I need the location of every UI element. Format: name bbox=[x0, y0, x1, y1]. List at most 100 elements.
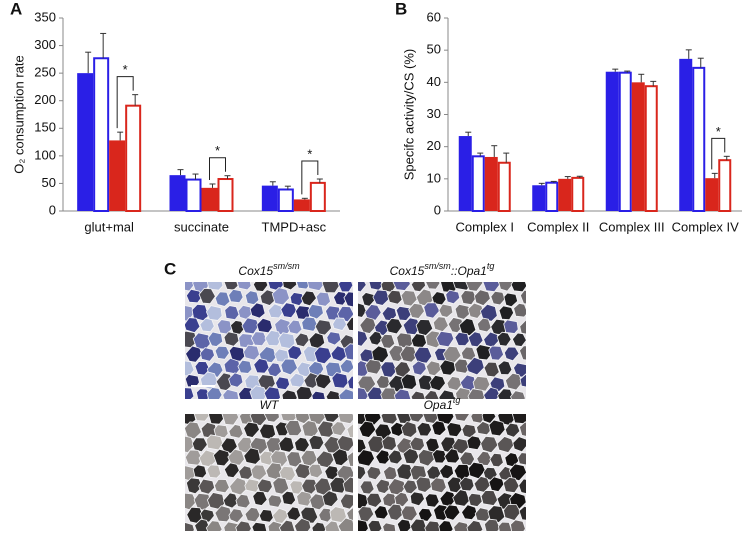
muscle-fiber bbox=[193, 414, 210, 422]
y-tick-label: 50 bbox=[42, 175, 56, 190]
muscle-fiber bbox=[343, 343, 353, 361]
muscle-fiber bbox=[311, 390, 326, 399]
muscle-fiber bbox=[474, 507, 491, 522]
caption-run: tg bbox=[487, 261, 495, 271]
bar bbox=[545, 181, 559, 212]
micrograph bbox=[185, 414, 353, 531]
bar bbox=[679, 58, 693, 211]
y-tick-label: 10 bbox=[427, 170, 441, 185]
muscle-fiber bbox=[395, 305, 412, 321]
muscle-fiber bbox=[447, 317, 465, 334]
muscle-fiber bbox=[386, 503, 405, 521]
muscle-fiber bbox=[358, 282, 367, 293]
muscle-fiber bbox=[321, 282, 340, 294]
error-bar bbox=[711, 172, 718, 179]
muscle-fiber bbox=[280, 358, 299, 376]
muscle-fiber bbox=[415, 476, 432, 493]
muscle-fiber bbox=[438, 389, 456, 399]
muscle-fiber bbox=[345, 316, 353, 331]
muscle-fiber bbox=[267, 303, 284, 319]
error-bar bbox=[650, 80, 657, 87]
muscle-fiber bbox=[266, 362, 282, 378]
bar bbox=[185, 178, 202, 213]
x-tick-label: Complex I bbox=[455, 219, 514, 234]
y-axis-label: O₂ consumption rate bbox=[11, 55, 26, 174]
muscle-fiber bbox=[488, 419, 506, 437]
muscle-fiber bbox=[206, 282, 224, 291]
muscle-fiber bbox=[476, 420, 491, 436]
muscle-fiber bbox=[315, 291, 331, 307]
muscle-fiber bbox=[227, 448, 245, 466]
muscle-fiber bbox=[296, 490, 313, 507]
y-tick-label: 100 bbox=[34, 147, 56, 162]
muscle-fiber bbox=[510, 390, 526, 399]
muscle-fiber bbox=[272, 477, 290, 495]
muscle-fiber bbox=[322, 490, 339, 508]
muscle-fiber bbox=[489, 452, 504, 468]
bar bbox=[631, 82, 645, 211]
y-tick-label: 250 bbox=[34, 65, 56, 80]
muscle-fiber bbox=[431, 420, 447, 436]
muscle-fiber bbox=[453, 521, 470, 531]
y-tick-label: 300 bbox=[34, 37, 56, 52]
muscle-fiber bbox=[278, 519, 296, 531]
muscle-fiber bbox=[223, 462, 240, 479]
error-bar bbox=[550, 180, 557, 183]
muscle-fiber bbox=[208, 414, 224, 425]
y-tick-label: 350 bbox=[34, 9, 56, 24]
muscle-fiber bbox=[458, 476, 475, 492]
micrograph bbox=[358, 282, 526, 399]
muscle-fiber bbox=[472, 375, 491, 392]
y-tick-label: 0 bbox=[49, 202, 56, 217]
muscle-fiber bbox=[343, 291, 353, 308]
muscle-fiber bbox=[281, 490, 297, 506]
muscle-fiber bbox=[417, 374, 435, 391]
muscle-fiber bbox=[199, 347, 215, 362]
muscle-fiber bbox=[314, 319, 333, 336]
muscle-fiber bbox=[517, 452, 526, 466]
muscle-fiber bbox=[214, 505, 233, 523]
muscle-fiber bbox=[467, 302, 484, 319]
error-bar bbox=[301, 197, 308, 200]
muscle-fiber bbox=[346, 451, 353, 467]
muscle-fiber bbox=[250, 464, 268, 481]
muscle-fiber bbox=[307, 282, 325, 292]
muscle-fiber bbox=[222, 388, 240, 399]
muscle-fiber bbox=[185, 421, 202, 440]
x-tick-label: Complex II bbox=[527, 219, 589, 234]
bar bbox=[532, 185, 546, 211]
muscle-fiber bbox=[518, 478, 526, 494]
muscle-fiber bbox=[206, 387, 223, 399]
muscle-fiber bbox=[280, 414, 298, 423]
muscle-fiber bbox=[296, 282, 312, 290]
muscle-fiber bbox=[342, 476, 353, 494]
muscle-fiber bbox=[313, 346, 333, 365]
caption-run: tg bbox=[453, 395, 461, 405]
muscle-fiber bbox=[380, 333, 396, 349]
muscle-fiber bbox=[185, 345, 203, 363]
caption-run: sm/sm bbox=[273, 261, 300, 271]
muscle-fiber bbox=[503, 346, 520, 362]
muscle-fiber bbox=[199, 508, 215, 523]
muscle-fiber bbox=[307, 303, 324, 320]
muscle-fiber bbox=[394, 491, 410, 508]
muscle-fiber bbox=[511, 332, 526, 347]
muscle-fiber bbox=[380, 361, 398, 378]
muscle-fiber bbox=[252, 490, 268, 506]
muscle-fiber bbox=[388, 344, 406, 362]
error-bar bbox=[723, 155, 730, 161]
y-tick-label: 30 bbox=[427, 106, 441, 121]
bar bbox=[293, 199, 310, 211]
bar bbox=[558, 178, 572, 211]
muscle-fiber bbox=[358, 506, 375, 523]
muscle-fiber bbox=[294, 463, 312, 480]
muscle-fiber bbox=[191, 437, 208, 453]
muscle-fiber bbox=[358, 387, 369, 399]
error-bar bbox=[624, 70, 631, 73]
muscle-fiber bbox=[279, 465, 296, 482]
muscle-fiber bbox=[452, 489, 471, 507]
error-bar bbox=[697, 57, 704, 68]
muscle-fiber bbox=[510, 282, 526, 293]
muscle-fiber bbox=[504, 372, 523, 391]
muscle-fiber bbox=[408, 414, 425, 423]
